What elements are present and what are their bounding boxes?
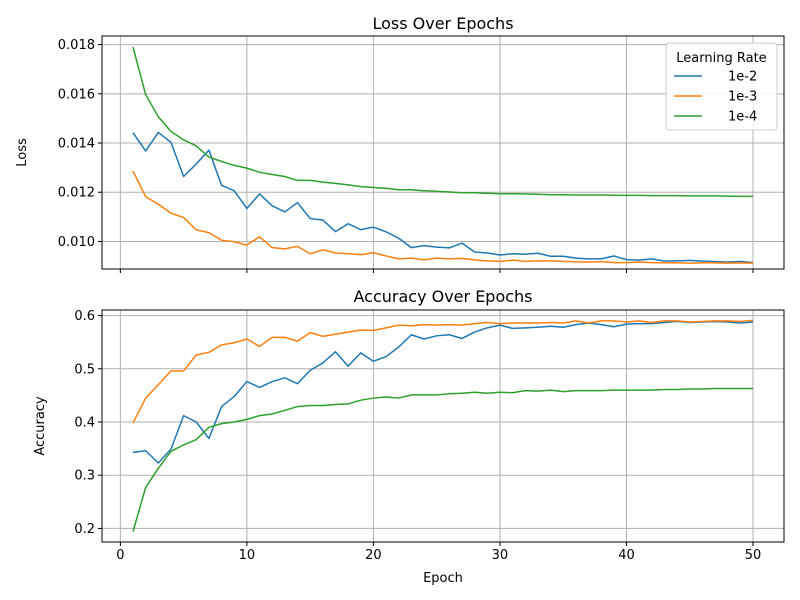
accuracy-line-1e-3 [132, 319, 754, 424]
loss-y-tick-label: 0.018 [58, 38, 95, 53]
accuracy-line-1e-4 [132, 387, 753, 532]
accuracy-grid [102, 310, 784, 542]
accuracy-x-tick-label: 20 [365, 548, 382, 563]
accuracy-y-tick-label: 0.6 [74, 309, 95, 324]
loss-y-tick-label: 0.016 [58, 87, 95, 102]
legend-label-1e-3: 1e-3 [728, 90, 757, 105]
accuracy-x-tick-label: 40 [618, 548, 635, 563]
accuracy-x-tick-label: 30 [492, 548, 509, 563]
loss-chart-title: Loss Over Epochs [372, 14, 513, 33]
loss-series-lines [132, 46, 754, 264]
legend-label-1e-2: 1e-2 [728, 70, 757, 85]
loss-y-tick-label: 0.012 [58, 186, 95, 201]
accuracy-plot-frame [101, 309, 785, 543]
loss-line-1e-2 [132, 131, 754, 264]
accuracy-series-lines [132, 319, 754, 532]
accuracy-y-tick-label: 0.5 [74, 362, 95, 377]
accuracy-chart-title: Accuracy Over Epochs [353, 287, 532, 306]
accuracy-chart: Accuracy Over Epochs 0 10 20 30 40 50 0.2 0.3 0.… [33, 287, 785, 586]
accuracy-y-tick-label: 0.4 [74, 416, 95, 431]
loss-chart: Loss Over Epochs 0.0100.0120.0140.0160.0… [15, 14, 785, 273]
accuracy-y-axis-label: Accuracy [33, 396, 48, 456]
loss-ticks: 0.010 0.012 0.014 0.016 0.018 [58, 38, 754, 273]
accuracy-ticks: 0 10 20 30 40 50 0.2 0.3 0.4 0.5 0.6 [74, 309, 761, 563]
loss-y-tick-label: 0.010 [58, 235, 95, 250]
legend: Learning Rate 1e-2 1e-3 1e-4 [665, 42, 778, 131]
loss-line-1e-4 [132, 46, 753, 198]
legend-frame [665, 42, 778, 131]
accuracy-x-tick-label: 0 [116, 548, 124, 563]
accuracy-line-1e-2 [132, 320, 754, 464]
loss-y-tick-label: 0.014 [58, 137, 95, 152]
accuracy-y-tick-label: 0.2 [74, 522, 95, 537]
legend-label-1e-4: 1e-4 [728, 110, 757, 125]
x-axis-label: Epoch [423, 571, 463, 586]
legend-items: 1e-2 1e-3 1e-4 [674, 70, 757, 125]
accuracy-x-tick-label: 10 [239, 548, 256, 563]
legend-title: Learning Rate [676, 51, 766, 66]
accuracy-y-tick-label: 0.3 [74, 469, 95, 484]
loss-y-axis-label: Loss [15, 138, 30, 167]
loss-plot-frame [101, 35, 785, 270]
loss-line-1e-3 [132, 170, 754, 264]
accuracy-x-tick-label: 50 [745, 548, 762, 563]
